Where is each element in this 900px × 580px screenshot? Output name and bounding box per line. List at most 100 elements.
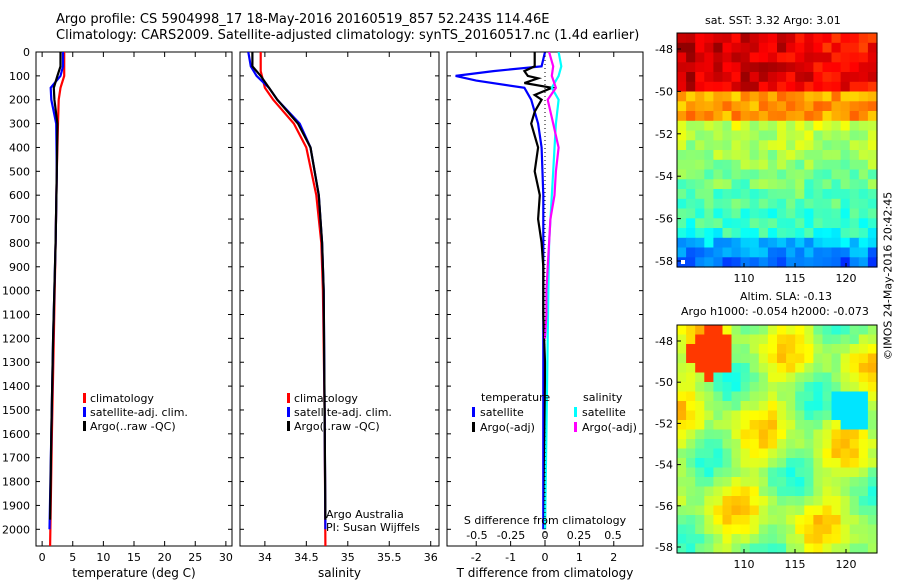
map-cell xyxy=(840,179,851,190)
map-cell xyxy=(822,353,833,364)
map-cell xyxy=(731,401,742,412)
map-cell xyxy=(777,237,787,249)
map-cell xyxy=(822,208,833,219)
map-cell xyxy=(813,477,824,488)
map-cell xyxy=(822,496,833,507)
map-cell xyxy=(740,515,751,526)
map-cell xyxy=(813,458,824,469)
series-line-satellite-adj-clim- xyxy=(247,52,327,530)
map-cell xyxy=(749,111,760,122)
map-cell xyxy=(849,169,860,180)
map-cell xyxy=(704,524,714,535)
map-cell xyxy=(704,130,714,141)
map-cell xyxy=(867,72,878,83)
map-cell xyxy=(849,189,860,200)
map-cell xyxy=(758,410,769,421)
map-cell xyxy=(777,159,787,171)
map-cell xyxy=(695,140,705,151)
map-cell xyxy=(867,363,878,374)
map-cell xyxy=(695,458,705,469)
map-cell xyxy=(713,534,724,545)
legend-swatch xyxy=(472,422,475,432)
map-cell xyxy=(822,237,833,249)
map-cell xyxy=(731,410,742,421)
map-cell xyxy=(767,52,778,63)
map-cell xyxy=(849,52,860,63)
map-cell xyxy=(831,228,842,239)
map-cell xyxy=(849,62,860,73)
map-cell xyxy=(677,228,687,239)
map-cell xyxy=(722,505,733,516)
map-cell xyxy=(813,130,824,141)
map-cell xyxy=(777,218,787,229)
map-cell xyxy=(749,505,760,516)
map-cell xyxy=(677,81,687,93)
map-cell xyxy=(840,486,851,497)
map-cell xyxy=(840,62,851,73)
map-cell xyxy=(831,218,842,229)
map-cell xyxy=(731,505,742,516)
map-cell xyxy=(795,534,805,545)
map-cell xyxy=(777,467,787,478)
map-cell xyxy=(858,401,869,412)
map-cell xyxy=(749,208,760,219)
map-cell xyxy=(786,505,796,516)
map-cell xyxy=(722,42,733,54)
map-cell xyxy=(840,477,851,488)
map-cell xyxy=(795,401,805,412)
map-cell xyxy=(786,140,796,151)
map-cell xyxy=(767,33,778,44)
map-cell xyxy=(713,247,724,258)
map-cell xyxy=(695,467,705,478)
plot-frame xyxy=(35,51,233,547)
map-cell xyxy=(722,515,733,526)
map-cell xyxy=(767,257,778,268)
map-cell xyxy=(704,189,714,200)
map-cell xyxy=(677,33,687,44)
map-cell xyxy=(831,247,842,258)
map-cell xyxy=(740,401,751,412)
map-cell xyxy=(795,33,805,44)
map-cell xyxy=(786,486,796,497)
map-cell xyxy=(713,325,724,336)
map-cell xyxy=(767,334,778,345)
map-cell xyxy=(758,42,769,54)
map-cell xyxy=(767,420,778,431)
map-cell xyxy=(831,334,842,345)
map-cell xyxy=(849,33,860,44)
legend-swatch xyxy=(83,393,86,403)
map-cell xyxy=(858,208,869,219)
map-cell xyxy=(777,534,787,545)
map-cell xyxy=(840,353,851,364)
map-cell xyxy=(695,169,705,180)
map-cell xyxy=(795,42,805,54)
map-cell xyxy=(858,344,869,355)
map-cell xyxy=(867,62,878,73)
map-cell xyxy=(840,120,851,132)
map-cell xyxy=(822,363,833,374)
map-cell xyxy=(786,524,796,535)
map-cell xyxy=(813,486,824,497)
map-cell xyxy=(867,218,878,229)
credit-line-1: Argo Australia xyxy=(326,508,404,521)
map-cell xyxy=(677,62,687,73)
map-cell xyxy=(731,420,742,431)
map-cell xyxy=(731,344,742,355)
map-cell xyxy=(749,344,760,355)
map-cell xyxy=(767,159,778,171)
map-cell xyxy=(740,486,751,497)
map-cell xyxy=(804,439,814,450)
map-cell xyxy=(695,325,705,336)
map-cell xyxy=(695,344,705,355)
plot-frame xyxy=(239,51,440,547)
map-cell xyxy=(758,198,769,210)
map-cell xyxy=(831,208,842,219)
x-axis-label: T difference from climatology xyxy=(456,566,634,580)
map-cell xyxy=(758,429,769,440)
map-cell xyxy=(758,62,769,73)
map-cell xyxy=(804,543,814,554)
map-cell xyxy=(813,208,824,219)
map-cell xyxy=(804,505,814,516)
lat-tick-label: -52 xyxy=(655,417,673,430)
map-cell xyxy=(831,198,842,210)
